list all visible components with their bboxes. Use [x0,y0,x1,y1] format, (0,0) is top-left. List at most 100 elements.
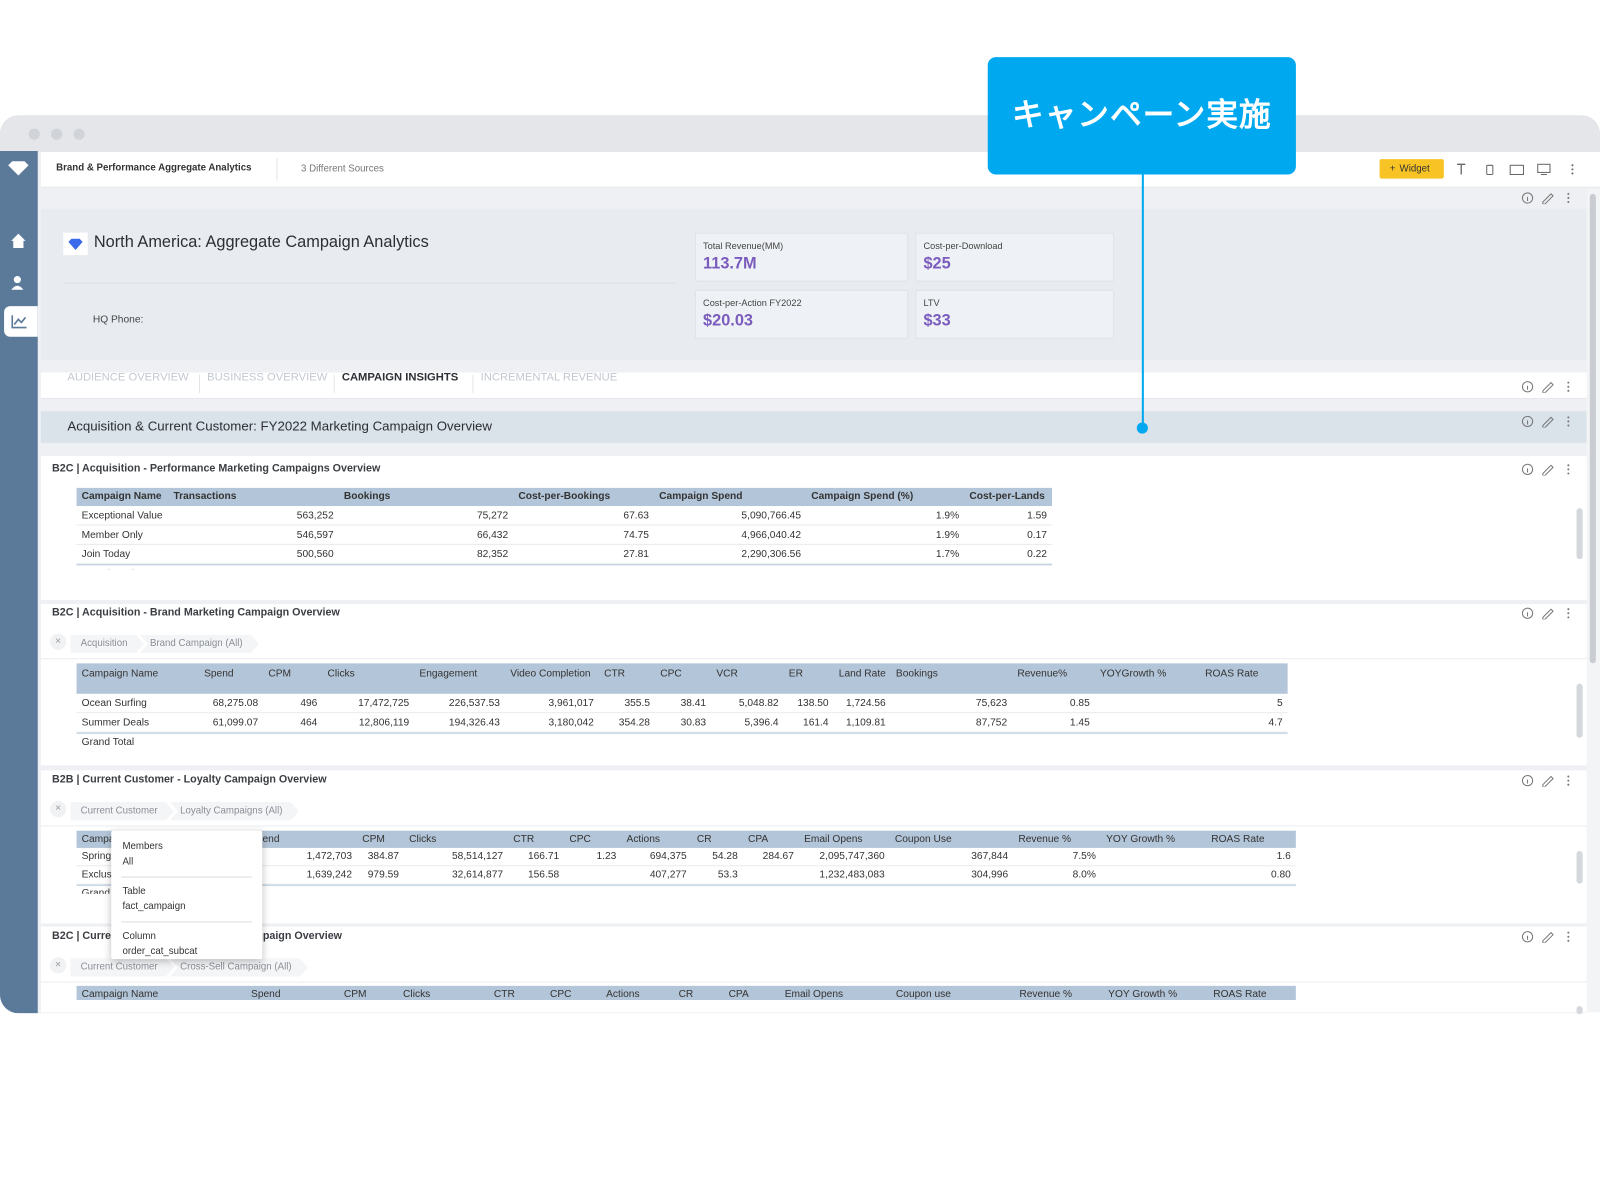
active-nav[interactable] [4,306,38,337]
widget-button[interactable]: + Widget [1379,159,1444,179]
column-header: CPA [728,988,749,1000]
cell-value: 1,639,242 [306,869,353,881]
tab-separator [472,374,474,393]
cell-value: 1.6 [1276,851,1291,863]
cell-value: 75,272 [476,510,509,522]
cell-value: 546,597 [296,529,334,541]
filter-chip[interactable]: Loyalty Campaigns (All) [170,802,299,820]
window-dot [73,128,85,140]
cell-value: 30.83 [680,717,707,729]
column-header: Bookings [895,668,938,680]
widget-title: B2C | Acquisition - Brand Marketing Camp… [52,606,340,619]
column-header: CR [696,833,712,845]
cell-value: 17,472,725 [358,697,410,710]
column-header: Coupon use [895,988,951,1000]
table-row [76,525,1053,545]
tab[interactable]: AUDIENCE OVERVIEW [67,371,189,384]
column-header: Email Opens [804,833,863,845]
cell-value: 8.0% [1072,869,1096,881]
table-scroll[interactable] [1576,1006,1583,1015]
cell-value: 1,232,483,083 [819,869,885,881]
cell-value: 1.45 [1069,717,1090,729]
column-header: Spend [249,833,280,845]
column-header: CTR [493,988,515,1000]
column-header: CPM [362,833,385,845]
cell-value: 54.28 [712,851,738,863]
cell-value: 4.7 [1268,717,1283,729]
home-icon[interactable] [10,233,26,249]
table-scroll[interactable] [1576,851,1583,884]
row-label: Join Today [81,548,131,561]
column-header: Clicks [403,988,431,1000]
widget-actions[interactable] [1521,607,1572,620]
kpi-card: Total Revenue(MM) 113.7M [694,232,909,282]
divider [63,282,676,284]
cell-value: 12,806,119 [358,717,410,729]
widget-actions[interactable] [1521,381,1572,393]
callout-line [1141,173,1144,428]
cell-value: 4,966,040.42 [741,529,802,541]
filter-chip[interactable]: Cross-Sell Campaign (All) [170,958,308,976]
widget-actions[interactable] [1521,774,1572,787]
scrollbar[interactable] [1589,193,1596,664]
cell-value: 355.5 [624,697,650,710]
kpi-value: 113.7M [703,255,757,273]
table-scroll[interactable] [1576,508,1583,560]
cell-value: 563,252 [296,510,334,522]
tooltip-label: Column [122,930,156,942]
cell-value: 354.28 [618,717,650,729]
column-header: Engagement [419,668,478,680]
column-header: ROAS Rate [1213,988,1267,1000]
table-row [76,506,1053,526]
column-header: YOY Growth % [1108,988,1178,1000]
cell-value: 496 [300,697,318,710]
tooltip-divider [121,921,253,923]
toolbar-icons[interactable] [1455,162,1577,176]
table-scroll[interactable] [1576,683,1583,738]
cell-value [1095,694,1200,713]
tab[interactable]: CAMPAIGN INSIGHTS [341,371,459,384]
dashboard-title: Brand & Performance Aggregate Analytics [56,162,252,174]
clear-filter[interactable]: × [49,957,67,974]
people-icon[interactable] [10,274,26,290]
divider [40,981,1587,983]
cell-value: 67.63 [623,510,649,522]
column-header: Email Opens [784,988,844,1000]
tooltip: Members All Table fact_campaign Column order_… [111,830,263,960]
cell-value: 32,614,877 [451,869,504,881]
sources: 3 Different Sources [301,163,384,175]
filter-chip[interactable]: Current Customer [70,802,174,820]
column-header: YOY Growth % [1106,833,1176,845]
row-label: Member Only [81,529,143,541]
filter-chip[interactable]: Brand Campaign (All) [140,635,259,653]
table-header [76,830,1296,848]
cell-value: 58,514,127 [451,851,504,863]
clear-filter[interactable]: × [49,633,67,650]
widget-actions[interactable] [1521,415,1572,428]
clear-filter[interactable]: × [49,801,67,818]
column-header: Clicks [409,833,437,845]
widget-actions[interactable] [1521,463,1572,476]
widget-actions[interactable] [1521,931,1572,943]
cell-value: 74.75 [623,529,649,541]
column-header: Campaign Name [81,668,159,680]
column-header: CR [678,988,694,1000]
tab[interactable]: INCREMENTAL REVENUE [480,371,618,384]
logo-icon [8,161,29,176]
tooltip-label: Members [122,840,163,853]
filter-bar: Current Customer Cross-Sell Campaign (All… [70,956,303,976]
sidebar [0,151,38,1014]
filter-chip[interactable]: Acquisition [70,635,143,653]
widget-title: B2B | Current Customer - Loyalty Campaig… [52,773,327,786]
filter-chip[interactable]: Current Customer [70,958,174,976]
cell-value [1101,848,1206,866]
cell-value: 156.58 [527,869,560,881]
cell-value: 87,752 [975,717,1008,729]
tab[interactable]: BUSINESS OVERVIEW [207,371,328,384]
callout-dot [1136,422,1148,434]
widget-actions[interactable] [1521,192,1572,205]
kpi-label: Cost-per-Action FY2022 [703,297,802,309]
table-header [76,487,1053,507]
